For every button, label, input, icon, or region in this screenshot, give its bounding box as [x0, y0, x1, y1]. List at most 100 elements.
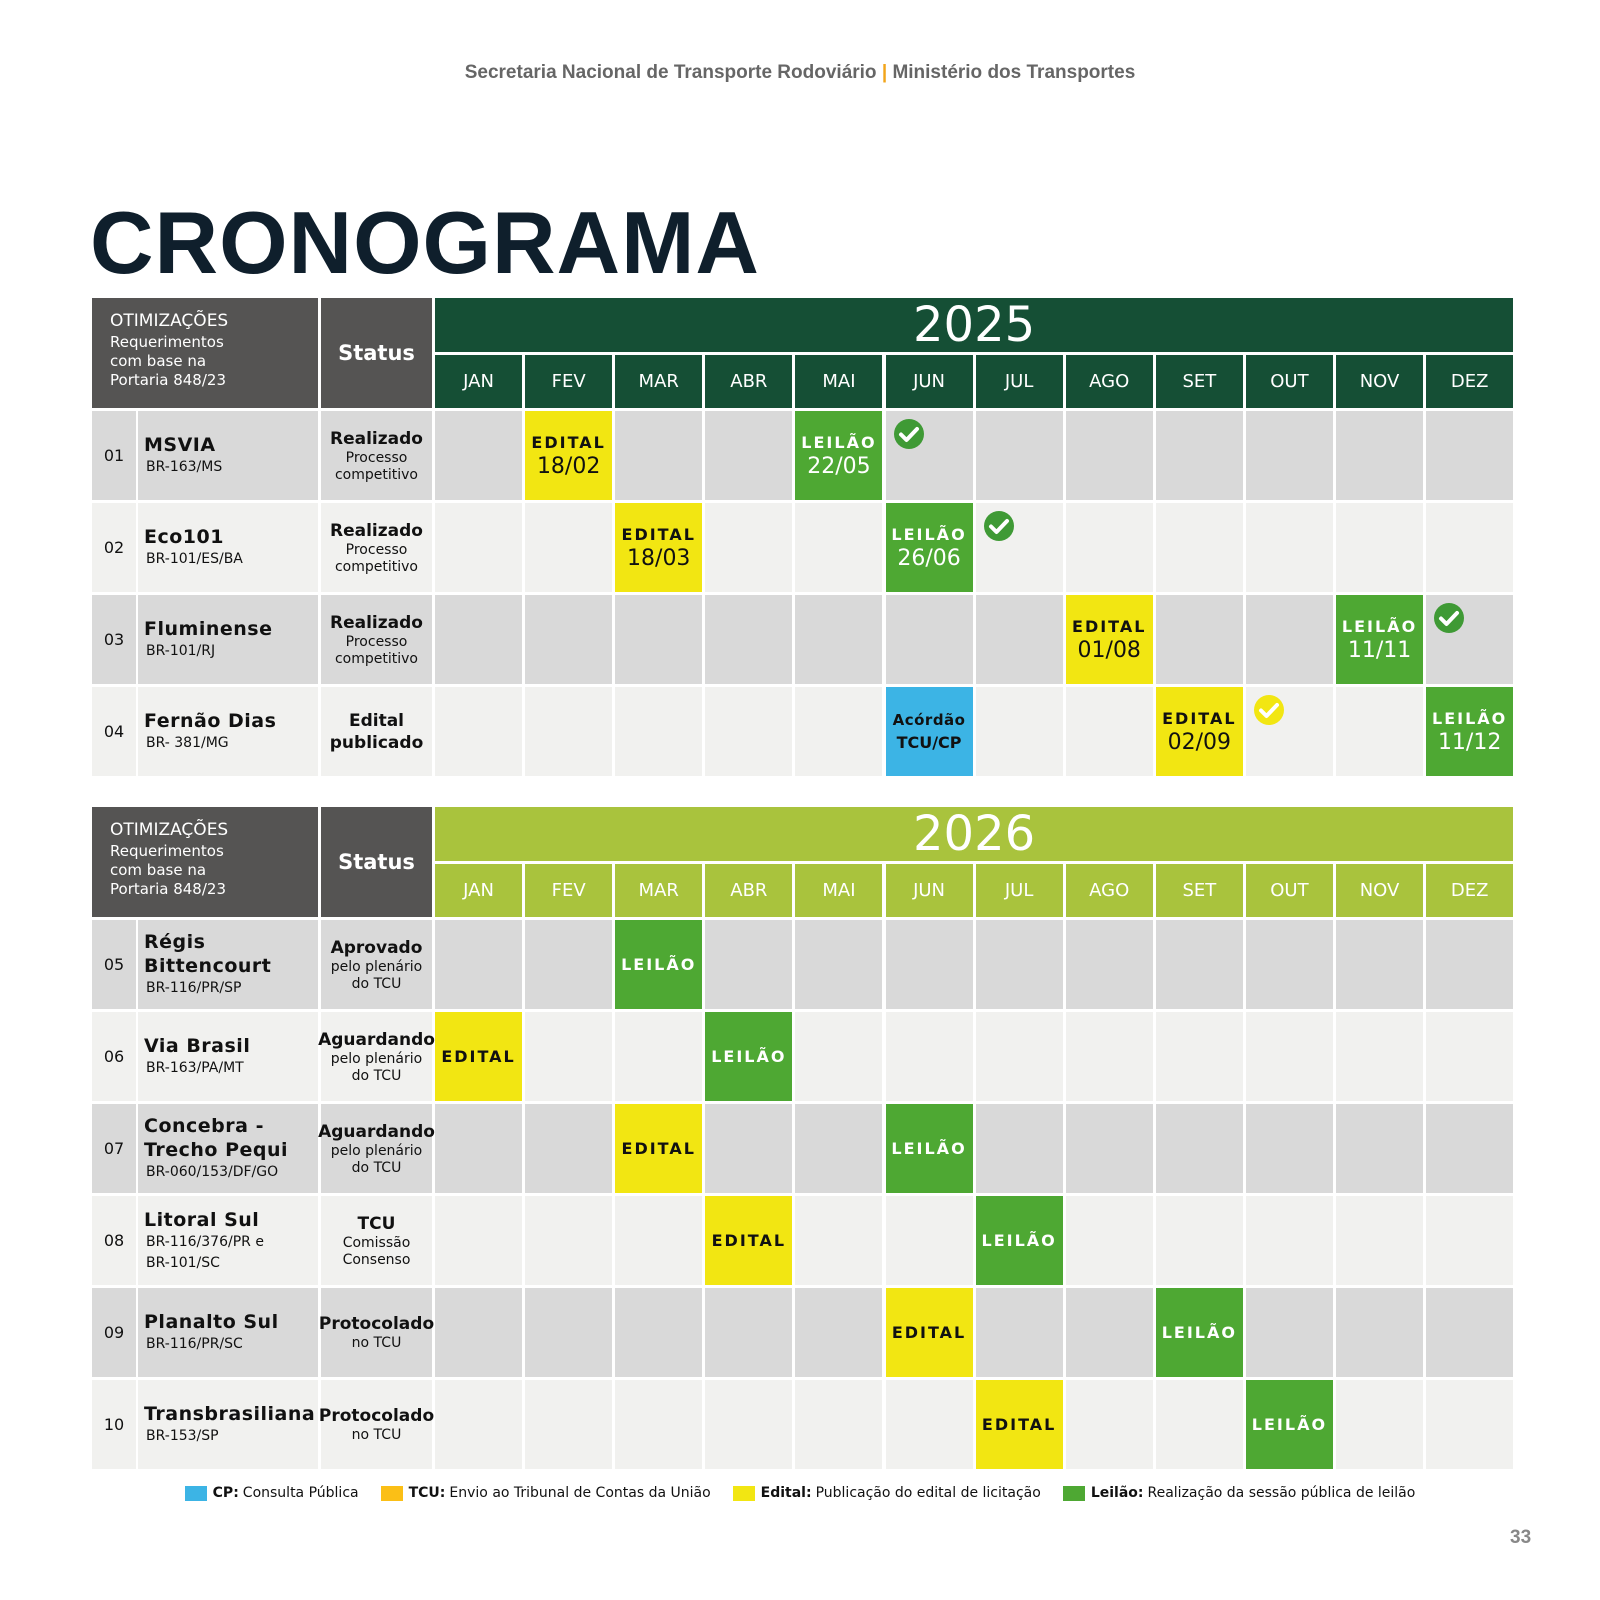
month-cell	[795, 920, 883, 1009]
status-text: Processo	[345, 449, 408, 466]
month-cell	[1155, 1380, 1243, 1469]
month: ABR	[705, 355, 793, 408]
month-cell	[795, 687, 883, 776]
month-cell	[1245, 1012, 1333, 1101]
row-number: 04	[92, 687, 136, 776]
row-number: 05	[92, 920, 136, 1009]
month-cell: EDITAL 18/02	[525, 411, 613, 500]
status-cell: Aguardando pelo plenário do TCU	[318, 1104, 435, 1193]
legend-key: Edital:	[760, 1485, 812, 1501]
month-cell	[795, 503, 883, 592]
month-cell	[885, 920, 973, 1009]
status-bold: Aguardando	[318, 1121, 435, 1142]
concession-name: Concebra -	[144, 1115, 264, 1137]
legend-item: Edital: Publicação do edital de licitação	[732, 1485, 1041, 1501]
month-cell	[1245, 920, 1333, 1009]
head-sub: Requerimentos	[110, 333, 224, 351]
status-bold: TCU	[357, 1213, 396, 1234]
month: SET	[1155, 864, 1243, 917]
event-date: TCU/CP	[896, 733, 962, 752]
event-label: EDITAL	[621, 1139, 696, 1158]
month-cell	[795, 1380, 883, 1469]
road: BR-116/376/PR e	[146, 1233, 264, 1250]
month-cell	[1336, 920, 1424, 1009]
name-cell: Fluminense BR-101/RJ	[138, 595, 318, 684]
event-label: EDITAL	[711, 1231, 787, 1250]
event-label: LEILÃO	[891, 524, 967, 544]
month: OUT	[1245, 864, 1333, 917]
event-label: LEILÃO	[891, 1139, 967, 1158]
concession-name: Fernão Dias	[144, 710, 277, 732]
month-cell	[1245, 1196, 1333, 1285]
month: OUT	[1245, 355, 1333, 408]
row-number: 09	[92, 1288, 136, 1377]
month-cell	[1155, 1104, 1243, 1193]
page-number: 33	[1510, 1527, 1532, 1548]
month-cell	[1065, 411, 1153, 500]
concession-name: Transbrasiliana	[144, 1403, 316, 1425]
month-cell: LEILÃO	[885, 1104, 973, 1193]
month-cell	[1245, 595, 1333, 684]
month-cell	[1155, 1012, 1243, 1101]
name-cell: Via Brasil BR-163/PA/MT	[138, 1012, 318, 1101]
year: 2026	[435, 806, 1514, 862]
legend: CP: Consulta Pública TCU: Envio ao Tribunal…	[0, 1485, 1600, 1501]
status-bold: Protocolado	[318, 1406, 435, 1426]
month-cell	[1426, 1012, 1514, 1101]
month-cell	[1155, 920, 1243, 1009]
event-label: LEILÃO	[801, 432, 877, 452]
month-cell	[885, 1012, 973, 1101]
check-icon	[893, 419, 924, 449]
month-cell	[615, 1288, 703, 1377]
status-bold: Realizado	[330, 520, 423, 541]
row-number: 02	[92, 503, 136, 592]
month-cell: LEILÃO 11/12	[1426, 687, 1514, 776]
status-text: pelo plenário	[330, 958, 423, 975]
event-label: LEILÃO	[1161, 1323, 1237, 1342]
month-cell	[525, 1288, 613, 1377]
month-cell	[1065, 1196, 1153, 1285]
status-text: do TCU	[351, 1159, 402, 1176]
month-cell	[1065, 1288, 1153, 1377]
month: MAR	[615, 355, 703, 408]
status-text: Consenso	[342, 1251, 411, 1268]
month-cell	[1426, 1196, 1514, 1285]
legend-item: TCU: Envio ao Tribunal de Contas da União	[380, 1485, 711, 1501]
month: JUN	[885, 864, 973, 917]
concession-name: Fluminense	[144, 618, 273, 640]
status-text: Processo	[345, 633, 408, 650]
name-cell: Fernão Dias BR- 381/MG	[138, 687, 318, 776]
head-label: OTIMIZAÇÕES	[110, 311, 229, 331]
event-date: 11/12	[1437, 729, 1502, 755]
month-cell	[615, 1196, 703, 1285]
status-bold: Edital	[348, 710, 405, 731]
month-cell	[1065, 1380, 1153, 1469]
legend-swatch	[732, 1485, 755, 1501]
status-text: do TCU	[351, 975, 402, 992]
month-cell	[885, 1196, 973, 1285]
month-cell	[435, 1380, 523, 1469]
road: BR-101/SC	[146, 1254, 220, 1271]
event-date: 11/11	[1347, 637, 1412, 663]
month-cell	[1336, 687, 1424, 776]
status-bold: Realizado	[330, 428, 423, 449]
status-cell: Aguardando pelo plenário do TCU	[318, 1012, 435, 1101]
month-cell	[1336, 1012, 1424, 1101]
status-cell: Realizado Processo competitivo	[321, 503, 432, 592]
month-cell	[1155, 411, 1243, 500]
status-bold: Realizado	[330, 612, 423, 633]
road: BR-116/PR/SC	[146, 1336, 243, 1352]
month: MAI	[795, 864, 883, 917]
head-sub: Portaria 848/23	[110, 371, 226, 389]
month-cell	[1065, 1104, 1153, 1193]
road: BR-101/ES/BA	[146, 551, 243, 567]
month-cell: EDITAL 01/08	[1065, 595, 1153, 684]
month-cell	[525, 1196, 613, 1285]
month: MAR	[615, 864, 703, 917]
road: BR- 381/MG	[146, 735, 229, 751]
month-cell	[525, 920, 613, 1009]
month-cell	[1336, 1196, 1424, 1285]
road: BR-153/SP	[146, 1428, 219, 1444]
month: JUN	[885, 355, 973, 408]
legend-key: Leilão:	[1090, 1485, 1144, 1501]
